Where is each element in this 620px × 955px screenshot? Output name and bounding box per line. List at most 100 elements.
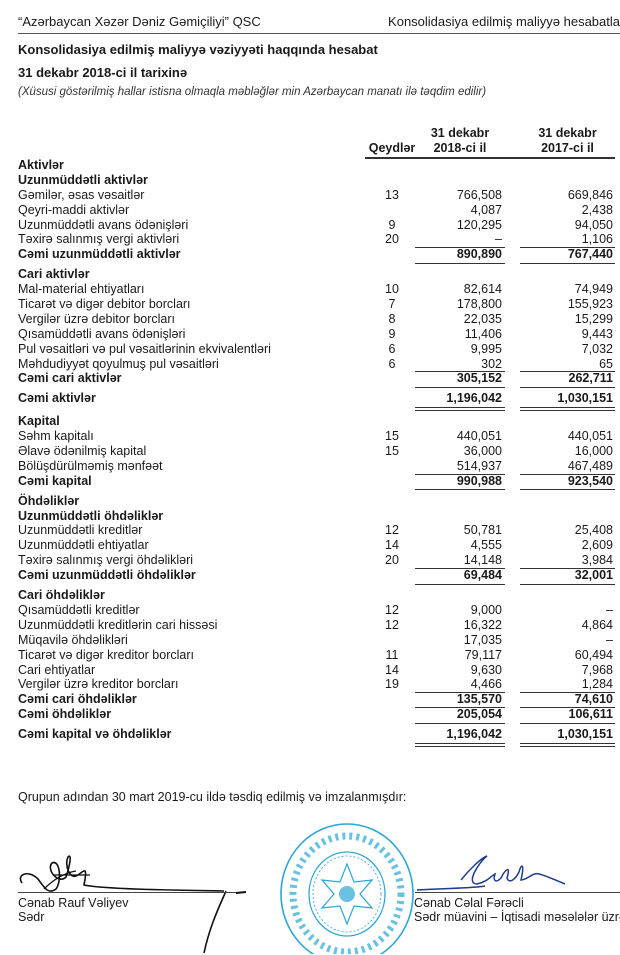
total-rule: [415, 583, 505, 585]
signature-line-2: [415, 892, 620, 893]
row-label: Bölüşdürülməmiş mənfəət: [18, 458, 163, 473]
row-label: Cəmi kapital və öhdəliklər: [18, 727, 172, 742]
section-heading: Uzunmüddətli aktivlər: [0, 173, 620, 188]
value-2018: 990,988: [456, 473, 502, 488]
total-rule: [415, 568, 505, 570]
row-label: Pul vəsaitləri və pul vəsaitlərinin ekvi…: [18, 341, 271, 356]
value-2017: 32,001: [574, 568, 613, 583]
table-row: Gəmilər, əsas vəsaitlər 13 766,508 669,846: [0, 188, 620, 203]
row-label: Cəmi cari aktivlər: [18, 371, 122, 386]
row-note: 9: [388, 326, 396, 341]
table-row: Vergilər üzrə debitor borcları 8 22,035 15,…: [0, 312, 620, 327]
row-note: 6: [388, 356, 396, 371]
signatory-title: Sədr müavini – İqtisadi məsələlər üzrə: [414, 910, 620, 924]
value-2017: 7,968: [581, 662, 613, 677]
value-2018: 79,117: [464, 647, 502, 662]
value-2017: 155,923: [567, 297, 613, 312]
row-label: Cari öhdəliklər: [18, 588, 105, 603]
table-row: Uzunmüddətli kreditlər 12 50,781 25,408: [0, 523, 620, 538]
section-heading: Cari aktivlər: [0, 267, 620, 282]
total-rule: [415, 692, 505, 694]
value-2018: 82,614: [463, 282, 502, 297]
column-header-divider: [365, 157, 615, 159]
value-2018: 1,196,042: [446, 391, 502, 406]
value-2018: 50,781: [463, 523, 502, 538]
value-2017: 15,299: [574, 311, 613, 326]
table-row: Uzunmüddətli ehtiyatlar 14 4,555 2,609: [0, 538, 620, 553]
value-2017: 669,846: [567, 187, 613, 202]
approval-statement: Qrupun adından 30 mart 2019-cu ildə təsd…: [18, 790, 407, 804]
company-stamp: [280, 823, 414, 954]
value-2018: 16,322: [463, 617, 502, 632]
row-label: Uzunmüddətli kreditlər: [18, 523, 143, 538]
value-2018: 4,555: [470, 538, 502, 553]
value-2017: 9,443: [581, 326, 613, 341]
value-2018: 11,406: [464, 326, 502, 341]
value-2018: 9,000: [470, 602, 502, 617]
table-row: Uzunmüddətli kreditlərin cari hissəsi 12 1…: [0, 618, 620, 633]
value-2018: 890,890: [456, 247, 502, 262]
row-label: Uzunmüddətli ehtiyatlar: [18, 538, 149, 553]
value-2018: 69,484: [463, 568, 502, 583]
value-2018: 302: [481, 356, 502, 371]
page-subtitle: 31 dekabr 2018-ci il tarixinə: [18, 65, 188, 80]
row-label: Təxirə salınmış vergi öhdəlikləri: [18, 553, 194, 568]
value-2018: 178,800: [456, 297, 502, 312]
row-label: Cəmi öhdəliklər: [18, 707, 112, 722]
value-2018: 9,995: [470, 341, 502, 356]
total-rule: [415, 247, 505, 249]
total-rule: [520, 692, 615, 694]
row-note: 11: [385, 647, 399, 662]
row-note: 20: [385, 232, 399, 247]
value-2018: 205,054: [456, 707, 502, 722]
value-2017: 4,864: [581, 617, 613, 632]
row-label: Ticarət və digər debitor borcları: [18, 297, 191, 312]
value-2017: 2,438: [581, 202, 613, 217]
column-header-2018: 31 dekabr 2018-ci il: [430, 126, 490, 155]
row-note: 14: [385, 662, 399, 677]
row-label: Səhm kapitalı: [18, 429, 94, 444]
total-rule: [415, 473, 505, 475]
value-2017: 60,494: [574, 647, 613, 662]
row-label: Qısamüddətli avans ödənişləri: [18, 326, 186, 341]
value-2017: 1,284: [581, 677, 613, 692]
table-row: Ticarət və digər debitor borcları 7 178,80…: [0, 297, 620, 312]
total-rule: [520, 742, 615, 744]
value-2017: 467,489: [567, 458, 613, 473]
total-rule: [520, 262, 615, 264]
row-note: 12: [385, 523, 399, 538]
total-row: Cəmi aktivlər 1,196,042 1,030,151: [0, 391, 620, 408]
value-2017: 440,051: [567, 429, 613, 444]
row-label: Təxirə salınmış vergi aktivləri: [18, 232, 180, 247]
value-2017: 65: [599, 356, 613, 371]
row-note: 15: [385, 444, 399, 459]
table-row: Bölüşdürülməmiş mənfəət 514,937 467,489: [0, 459, 620, 474]
table-row: Ticarət və digər kreditor borcları 11 79,1…: [0, 648, 620, 663]
row-label: Qısamüddətli kreditlər: [18, 602, 140, 617]
value-2018: 120,295: [456, 217, 502, 232]
signature-2: [416, 855, 566, 891]
total-row: Cəmi cari aktivlər 305,152 262,711: [0, 371, 620, 388]
total-rule: [415, 406, 505, 408]
total-rule: [415, 707, 505, 709]
total-rule: [520, 722, 615, 724]
row-note: 14: [385, 538, 399, 553]
total-rule: [520, 489, 615, 491]
total-rule: [520, 406, 615, 408]
total-rule: [415, 742, 505, 744]
total-row: Cəmi kapital və öhdəliklər 1,196,042 1,030…: [0, 727, 620, 744]
table-row: Təxirə salınmış vergi aktivləri 20 – 1,106: [0, 232, 620, 247]
row-label: Vergilər üzrə debitor borcları: [18, 311, 176, 326]
section-heading: Kapital: [0, 414, 620, 429]
row-note: 9: [388, 217, 396, 232]
row-note: 20: [385, 553, 399, 568]
table-row: Vergilər üzrə kreditor borcları 19 4,466 1,…: [0, 677, 620, 692]
row-label: Aktivlər: [18, 158, 64, 172]
row-label: Cəmi cari öhdəliklər: [18, 692, 137, 707]
value-2017: 767,440: [567, 247, 613, 262]
row-note: 13: [385, 187, 399, 202]
row-label: Uzunmüddətli öhdəliklər: [18, 508, 164, 523]
row-note: 7: [388, 297, 396, 312]
value-2018: 766,508: [456, 187, 502, 202]
total-rule: [415, 262, 505, 264]
